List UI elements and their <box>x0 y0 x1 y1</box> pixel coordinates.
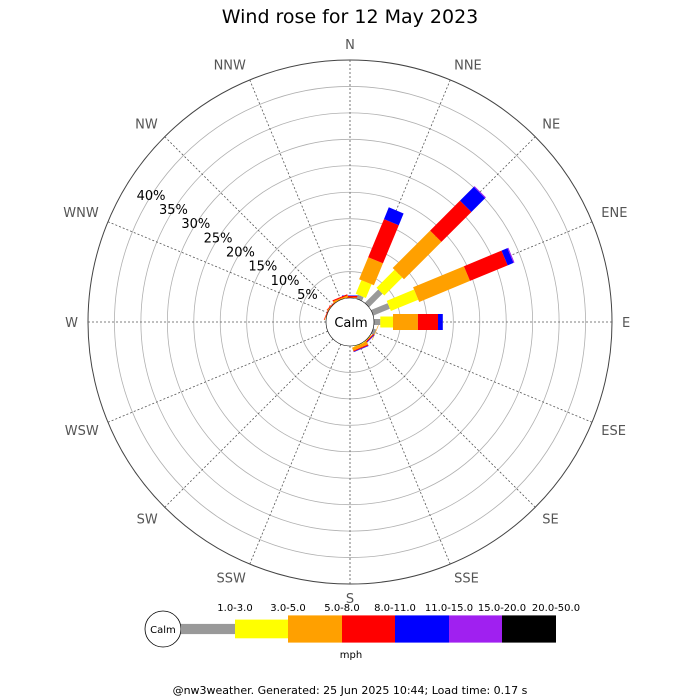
direction-label-ssw: SSW <box>217 571 247 586</box>
bar-ene-bin-1 <box>371 303 390 316</box>
direction-label-ne: NE <box>542 118 560 133</box>
bar-ne-bin-6 <box>473 186 486 199</box>
bar-ese-bin-3 <box>372 325 379 340</box>
direction-label-wnw: WNW <box>63 206 99 221</box>
bar-nne-bin-1 <box>356 294 364 301</box>
bar-se-bin-3 <box>361 333 374 346</box>
legend-label-5: 11.0-15.0 <box>425 603 473 614</box>
direction-labels: N NNE NE ENE E ESE SE SSE S SSW SW WSW W WNW NW NNW <box>63 38 630 607</box>
direction-label-wsw: WSW <box>65 424 99 439</box>
direction-label-nnw: NNW <box>214 59 246 74</box>
percent-label-10: 10% <box>271 274 300 289</box>
direction-label-nne: NNE <box>454 59 482 74</box>
bar-ne-bin-3 <box>392 230 442 280</box>
bar-e-bin-5 <box>438 314 443 330</box>
grid-ring-3 <box>246 218 454 426</box>
bar-nne-bin-5 <box>384 207 404 226</box>
bar-ne-bin-5 <box>460 186 486 212</box>
bar-ene-bin-5 <box>501 248 514 266</box>
direction-label-sw: SW <box>137 512 158 527</box>
bar-ene-bin-6 <box>507 247 515 263</box>
footer-text: @nw3weather. Generated: 25 Jun 2025 10:4… <box>173 684 528 697</box>
legend-calm-label: Calm <box>150 625 176 636</box>
legend: Calm 1.0-3.0 3.0-5.0 5.0-8.0 8.0-11.0 11.0-15… <box>144 603 580 648</box>
percent-label-5: 5% <box>297 288 318 303</box>
bar-e-bin-2 <box>380 316 393 328</box>
bar-ene-bin-4 <box>463 250 508 281</box>
bar-e-bin-4 <box>417 314 438 330</box>
unit-label: mph <box>340 650 362 661</box>
percent-labels: 5%10%15%20%25%30%35%40% <box>137 189 318 303</box>
legend-swatch-6 <box>449 615 502 643</box>
legend-label-7: 20.0-50.0 <box>532 603 580 614</box>
legend-swatch-5 <box>395 615 449 643</box>
bar-ne-bin-2 <box>376 269 403 296</box>
legend-label-2: 3.0-5.0 <box>270 603 305 614</box>
legend-swatch-4 <box>342 615 395 643</box>
bar-ne-bin-4 <box>430 200 472 242</box>
bar-nnw-bin-4 <box>332 294 348 302</box>
chart-title: Wind rose for 12 May 2023 <box>222 6 479 28</box>
bar-nne-bin-2 <box>355 280 372 298</box>
direction-label-sse: SSE <box>454 571 479 586</box>
legend-label-4: 8.0-11.0 <box>374 603 416 614</box>
bar-sse-bin-5 <box>353 345 369 353</box>
bar-e-bin-1 <box>374 319 381 325</box>
bar-sse-bin-2 <box>354 342 365 347</box>
direction-label-n: N <box>345 38 355 53</box>
bar-sse-bin-4 <box>353 344 369 352</box>
bar-ene-bin-3 <box>413 266 470 302</box>
direction-label-se: SE <box>542 512 558 527</box>
direction-label-s: S <box>346 592 354 607</box>
legend-swatch-3 <box>288 615 342 643</box>
direction-label-nw: NW <box>135 118 158 133</box>
direction-label-e: E <box>622 316 630 331</box>
legend-label-1: 1.0-3.0 <box>217 603 252 614</box>
rose-bars <box>323 186 515 353</box>
grid-ring-8 <box>114 86 586 558</box>
direction-label-ese: ESE <box>601 424 626 439</box>
grid-ring-6 <box>166 138 534 506</box>
percent-label-35: 35% <box>159 203 188 218</box>
bar-sse-bin-3 <box>352 341 368 351</box>
percent-label-40: 40% <box>137 189 166 204</box>
legend-swatch-7 <box>502 615 556 643</box>
percent-label-30: 30% <box>181 217 210 232</box>
bar-ese-bin-1 <box>371 328 377 336</box>
legend-swatch-1 <box>181 623 235 635</box>
bar-e-bin-3 <box>393 314 418 330</box>
calm-label: Calm <box>334 316 367 331</box>
percent-label-25: 25% <box>204 231 233 246</box>
direction-label-ene: ENE <box>601 206 627 221</box>
bar-nne-bin-4 <box>368 219 399 264</box>
legend-label-6: 15.0-20.0 <box>478 603 526 614</box>
bar-ne-bin-1 <box>364 289 383 308</box>
percent-label-15: 15% <box>248 260 277 275</box>
bar-nnw-bin-3 <box>332 295 349 303</box>
direction-label-w: W <box>65 316 78 331</box>
legend-swatch-2 <box>235 619 288 639</box>
calm-center: Calm <box>325 297 375 347</box>
bar-nne-bin-3 <box>359 257 383 286</box>
percent-label-20: 20% <box>226 246 255 261</box>
bar-ene-bin-2 <box>386 289 419 311</box>
legend-label-3: 5.0-8.0 <box>324 603 359 614</box>
